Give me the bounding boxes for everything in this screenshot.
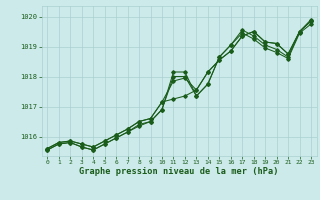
X-axis label: Graphe pression niveau de la mer (hPa): Graphe pression niveau de la mer (hPa): [79, 167, 279, 176]
